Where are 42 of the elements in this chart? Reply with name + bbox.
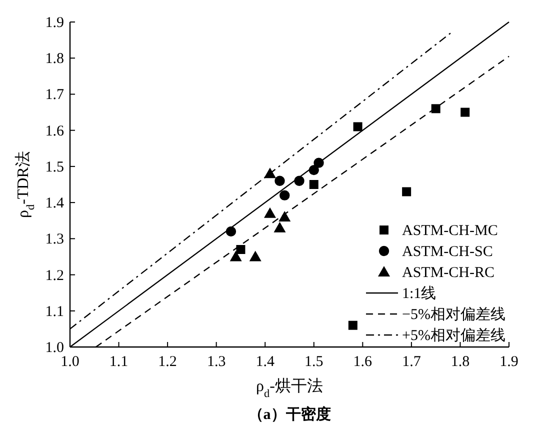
point <box>353 122 362 132</box>
x-tick-label: 1.6 <box>353 354 373 370</box>
legend-label: ASTM-CH-SC <box>402 244 493 260</box>
point <box>309 180 318 189</box>
y-tick-label: 1.4 <box>45 196 64 212</box>
point <box>230 250 242 262</box>
point <box>460 108 470 117</box>
y-tick-label: 1.3 <box>45 232 64 248</box>
x-tick-label: 1.1 <box>109 354 128 370</box>
y-tick-label: 1.6 <box>45 123 64 140</box>
x-axis-title: ρ$_{d}$-烘干法 <box>256 377 323 400</box>
x-tick-label: 1.0 <box>60 354 80 370</box>
x-tick-label: 1.2 <box>158 354 177 370</box>
point <box>402 187 412 196</box>
point <box>274 222 286 232</box>
point <box>236 245 246 254</box>
x-tick-label: 1.8 <box>450 354 470 370</box>
y-tick-label: 1.9 <box>45 15 64 31</box>
y-tick-label: 1.0 <box>45 340 64 356</box>
legend-label: ASTM-CH-RC <box>402 265 495 281</box>
point <box>280 190 290 200</box>
y-tick-label: 1.7 <box>45 87 64 104</box>
x-tick-label: 1.9 <box>500 354 518 370</box>
x-tick-label: 1.3 <box>206 354 226 370</box>
text: （a）干密度 <box>248 405 331 423</box>
y-tick-label: 1.8 <box>45 51 64 68</box>
y-tick-label: 1.5 <box>45 159 64 176</box>
legend-label: ASTM-CH-MC <box>402 223 498 239</box>
point <box>274 176 285 186</box>
point <box>431 104 440 114</box>
point <box>278 211 291 222</box>
legend-label: +5%相对偏差线 <box>402 327 506 344</box>
point <box>348 320 358 330</box>
y-tick-label: 1.1 <box>45 304 64 320</box>
legend-label: −5%相对偏差线 <box>402 306 506 323</box>
x-tick-label: 1.4 <box>256 354 275 370</box>
legend-label: 1:1线 <box>402 285 436 302</box>
x-tick-label: 1.5 <box>304 354 324 370</box>
point <box>249 250 262 262</box>
point <box>264 207 276 218</box>
y-tick-label: 1.2 <box>45 268 64 284</box>
x-tick-label: 1.7 <box>402 354 422 370</box>
